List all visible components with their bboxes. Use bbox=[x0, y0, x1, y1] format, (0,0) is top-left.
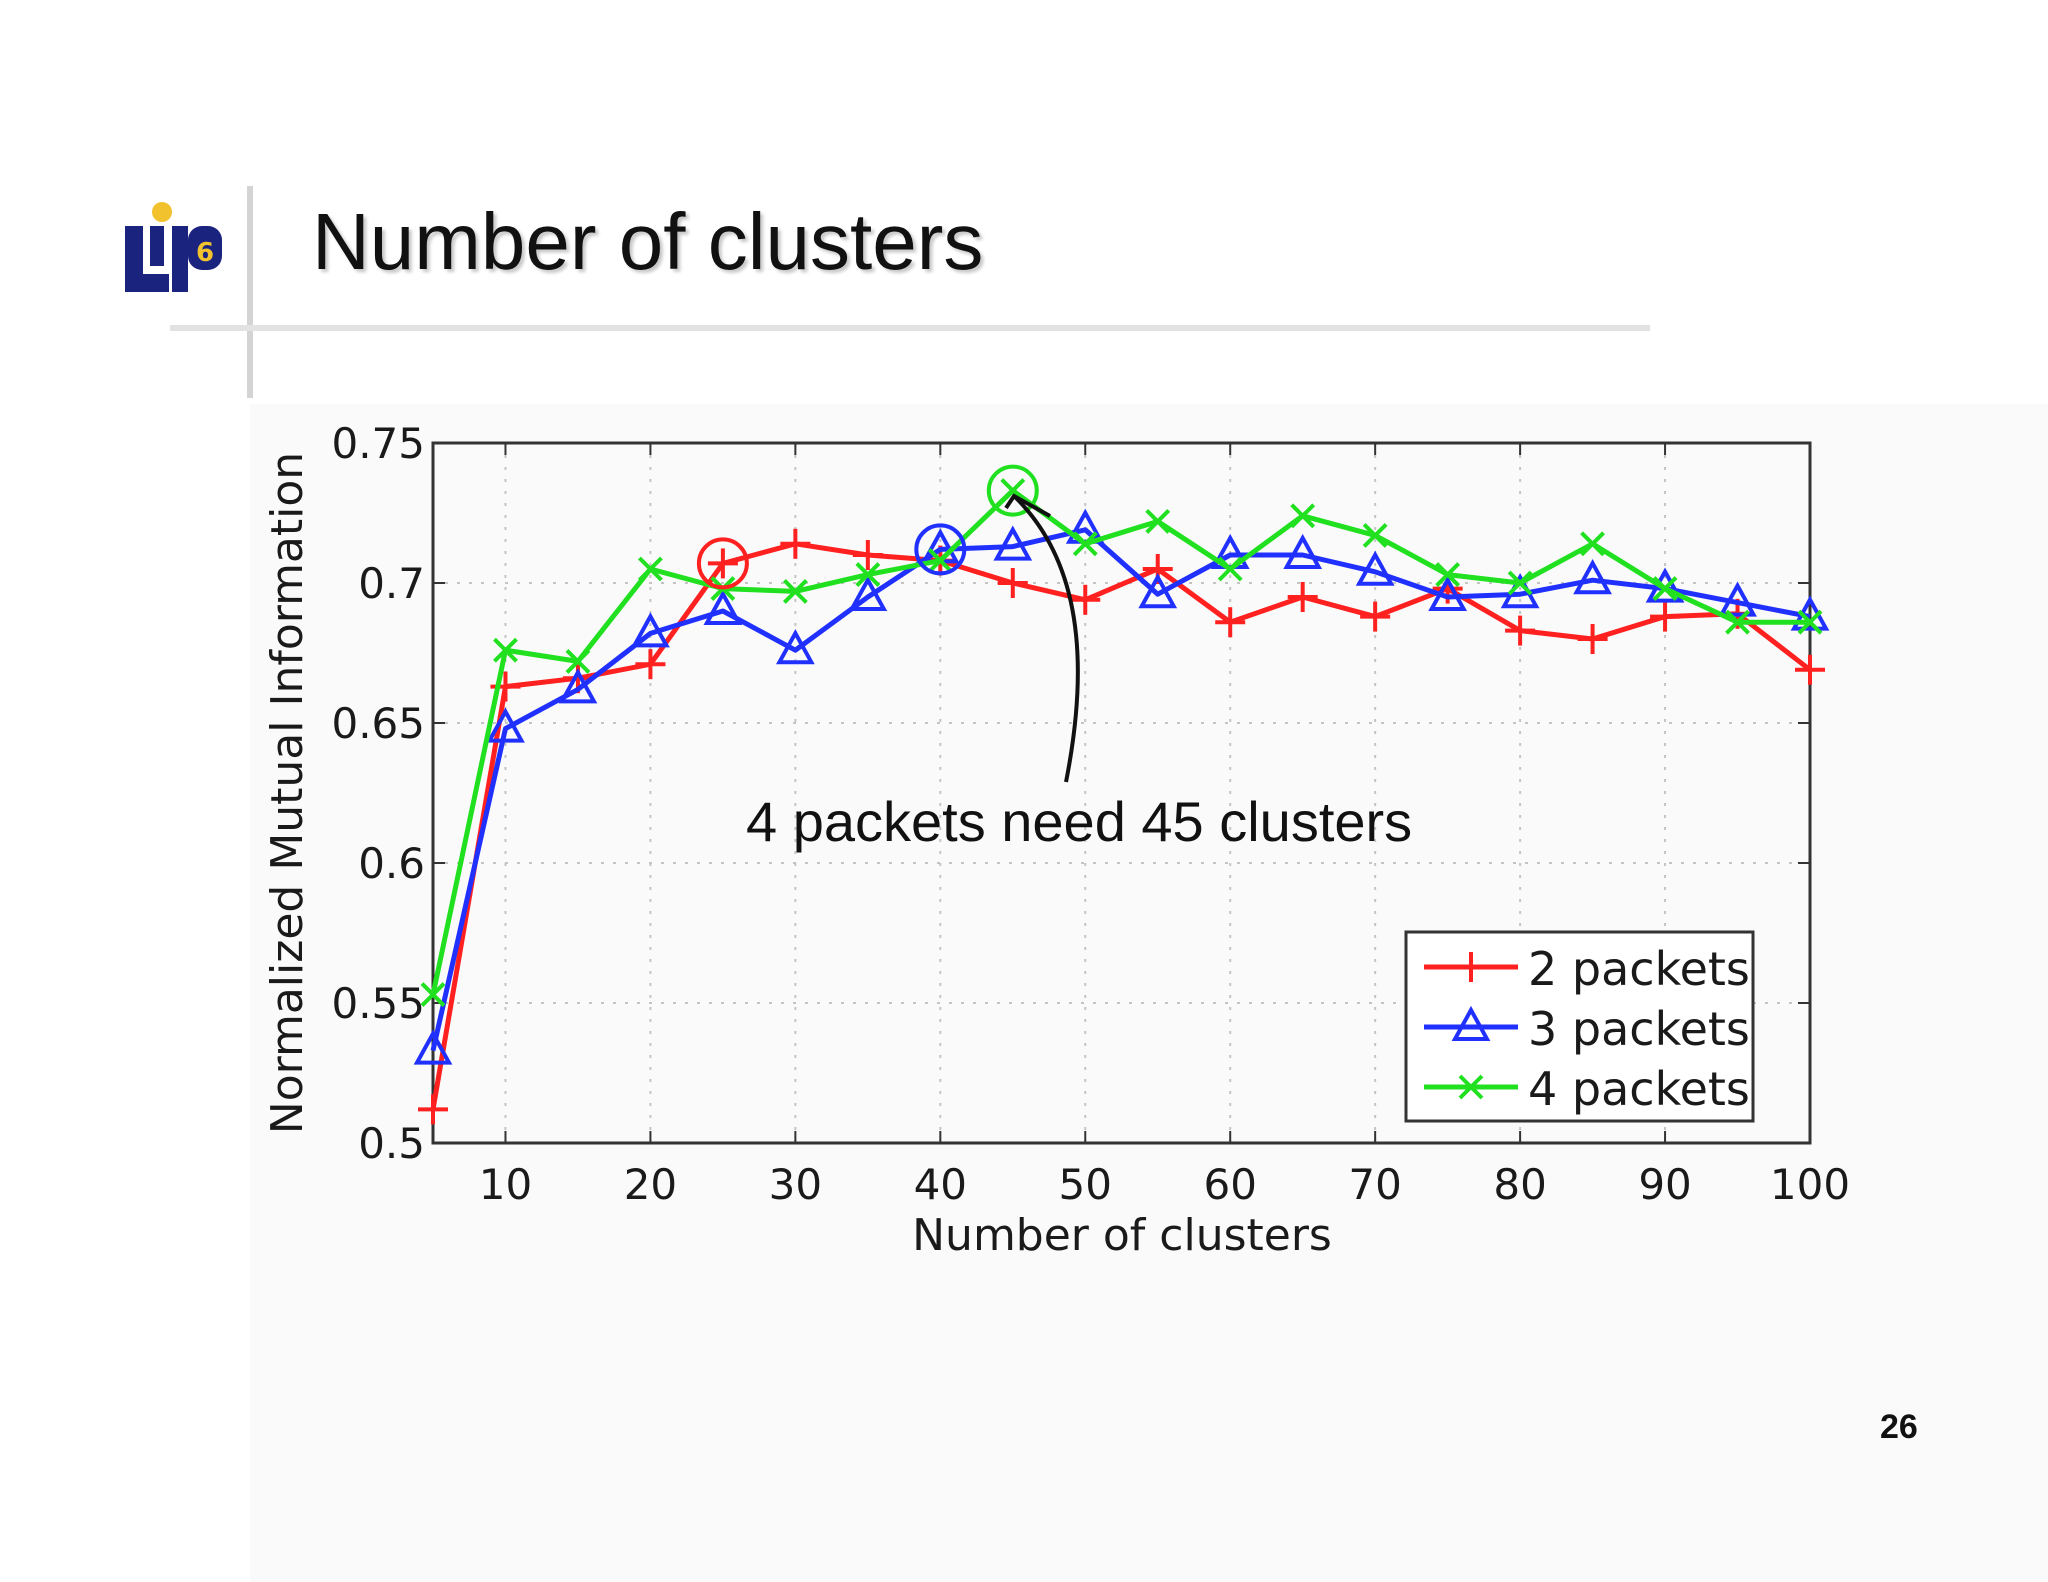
data-point-4-packets bbox=[927, 548, 953, 574]
plot-area-frame bbox=[431, 441, 1812, 1145]
legend-entry-2-packets: 2 packets bbox=[1424, 942, 1750, 996]
x-tick-label: 60 bbox=[1203, 1160, 1256, 1209]
y-tick-label: 0.7 bbox=[358, 559, 425, 608]
data-point-4-packets bbox=[782, 578, 808, 604]
data-point-3-packets bbox=[631, 612, 670, 648]
x-tick-label: 10 bbox=[479, 1160, 532, 1209]
highlight-circle-2-packets bbox=[696, 537, 749, 590]
legend-marker-4-packets bbox=[1458, 1074, 1484, 1100]
y-tick-label: 0.55 bbox=[331, 979, 425, 1028]
data-point-3-packets bbox=[413, 1029, 453, 1065]
page-number: 26 bbox=[1880, 1408, 1918, 1446]
annotation-arrowhead bbox=[1004, 493, 1051, 518]
slide-title: Number of clusters bbox=[312, 197, 984, 286]
legend-label-4-packets: 4 packets bbox=[1528, 1062, 1750, 1116]
x-tick-label: 20 bbox=[624, 1160, 677, 1209]
data-point-2-packets bbox=[1070, 584, 1101, 615]
series-3-packets bbox=[413, 508, 1830, 1065]
y-tick-label: 0.6 bbox=[358, 839, 425, 888]
data-point-3-packets bbox=[848, 575, 888, 611]
data-point-2-packets bbox=[1795, 654, 1825, 685]
legend-label-3-packets: 3 packets bbox=[1528, 1002, 1750, 1056]
data-point-4-packets bbox=[420, 982, 446, 1008]
chart-highlights bbox=[696, 464, 1039, 590]
data-point-4-packets bbox=[1725, 609, 1750, 635]
data-point-4-packets bbox=[1435, 562, 1461, 588]
data-point-4-packets bbox=[1217, 556, 1243, 582]
data-point-4-packets bbox=[1290, 503, 1316, 529]
data-point-3-packets bbox=[558, 668, 598, 704]
data-point-2-packets bbox=[635, 649, 666, 680]
data-point-2-packets bbox=[1215, 607, 1246, 638]
data-point-3-packets bbox=[1718, 581, 1757, 617]
data-point-2-packets bbox=[1287, 582, 1318, 612]
svg-text:6: 6 bbox=[196, 238, 214, 268]
chart-ticks: 10 20 30 40 50 60 70 80 90 100 0.5 0.55 0.6 0.65 0.7 0.… bbox=[331, 419, 1850, 1209]
series-line-4-packets bbox=[430, 488, 1810, 996]
data-point-2-packets bbox=[707, 548, 738, 579]
lip6-logo: 6 bbox=[125, 202, 222, 292]
x-tick-label: 70 bbox=[1348, 1160, 1401, 1209]
legend-marker-2-packets bbox=[1456, 952, 1486, 982]
annotation-arrow bbox=[1012, 494, 1080, 783]
data-point-3-packets bbox=[703, 589, 743, 625]
data-point-4-packets bbox=[1797, 609, 1823, 635]
chart-series bbox=[413, 478, 1830, 1125]
x-tick-label: 80 bbox=[1493, 1160, 1546, 1209]
data-point-2-packets bbox=[780, 528, 811, 559]
data-point-3-packets bbox=[1573, 559, 1612, 595]
data-point-3-packets bbox=[775, 629, 815, 665]
series-4-packets bbox=[420, 478, 1823, 1008]
data-point-4-packets bbox=[1580, 531, 1605, 557]
legend-marker-3-packets bbox=[1451, 1005, 1491, 1041]
x-tick-label: 90 bbox=[1638, 1160, 1691, 1209]
data-point-4-packets bbox=[1507, 570, 1533, 596]
data-point-4-packets bbox=[1362, 522, 1388, 548]
data-point-3-packets bbox=[993, 525, 1033, 561]
data-point-2-packets bbox=[418, 1094, 448, 1125]
data-point-4-packets bbox=[855, 562, 881, 588]
highlight-circle-4-packets bbox=[986, 464, 1039, 517]
data-point-4-packets bbox=[1145, 508, 1171, 534]
legend: 2 packets 3 packets 4 packets bbox=[1404, 930, 1755, 1123]
x-tick-label: 50 bbox=[1059, 1160, 1112, 1209]
legend-entry-4-packets: 4 packets bbox=[1424, 1062, 1750, 1116]
annotation-text: 4 packets need 45 clusters bbox=[746, 790, 1412, 853]
annotation: 4 packets need 45 clusters bbox=[746, 493, 1412, 853]
highlight-circle-3-packets bbox=[914, 523, 967, 576]
data-point-3-packets bbox=[1428, 575, 1468, 611]
data-point-3-packets bbox=[1283, 533, 1323, 569]
data-point-2-packets bbox=[997, 568, 1028, 598]
x-tick-label: 30 bbox=[769, 1160, 822, 1209]
x-tick-label: 100 bbox=[1770, 1160, 1850, 1209]
y-tick-label: 0.75 bbox=[331, 419, 425, 468]
legend-label-2-packets: 2 packets bbox=[1528, 942, 1750, 996]
y-axis-title: Normalized Mutual Information bbox=[262, 452, 313, 1134]
y-tick-label: 0.65 bbox=[331, 699, 425, 748]
x-tick-label: 40 bbox=[914, 1160, 967, 1209]
y-tick-label: 0.5 bbox=[358, 1119, 425, 1168]
data-point-3-packets bbox=[1138, 573, 1178, 609]
data-point-4-packets bbox=[638, 556, 663, 582]
data-point-2-packets bbox=[1360, 601, 1391, 632]
x-axis-title: Number of clusters bbox=[912, 1210, 1332, 1261]
legend-entry-3-packets: 3 packets bbox=[1424, 1002, 1750, 1056]
data-point-3-packets bbox=[1355, 550, 1395, 586]
data-point-3-packets bbox=[486, 707, 525, 743]
data-point-2-packets bbox=[852, 540, 883, 570]
data-point-2-packets bbox=[1650, 601, 1681, 632]
data-point-4-packets bbox=[493, 637, 518, 663]
data-point-4-packets bbox=[1072, 531, 1098, 557]
data-point-2-packets bbox=[1577, 624, 1608, 654]
data-point-2-packets bbox=[1505, 615, 1536, 646]
data-point-4-packets bbox=[1652, 576, 1678, 602]
data-point-4-packets bbox=[565, 648, 591, 674]
